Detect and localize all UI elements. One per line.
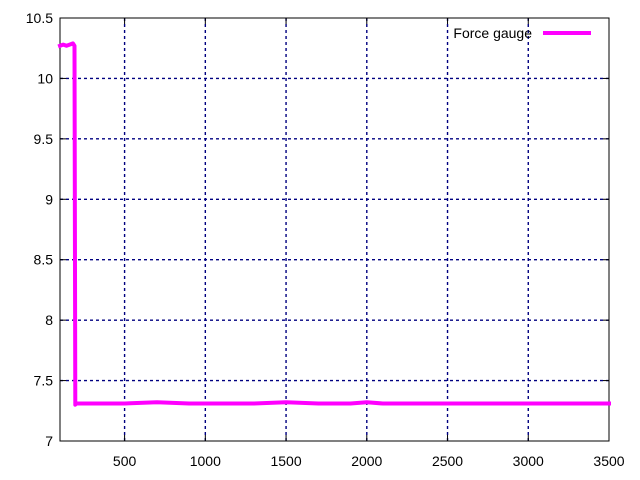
y-tick-label: 10.5 (26, 10, 53, 26)
grid (60, 18, 609, 441)
x-tick-label: 3500 (593, 453, 624, 469)
series-layer (57, 41, 611, 407)
y-tick-label: 8.5 (34, 252, 54, 268)
legend: Force gauge (453, 25, 591, 41)
tick-labels: 500 1000 1500 2000 2500 3000 3500 7 7.5 8 8.5 9 9.5 1… (26, 10, 625, 469)
plot-frame (59, 17, 610, 442)
y-tick-label: 10 (37, 70, 53, 86)
x-tick-label: 2500 (432, 453, 463, 469)
y-tick-label: 7.5 (34, 373, 54, 389)
y-tick-label: 9 (45, 191, 53, 207)
legend-label-force-gauge: Force gauge (453, 25, 532, 41)
y-tick-label: 8 (45, 312, 53, 328)
x-tick-label: 3000 (513, 453, 544, 469)
x-tick-label: 1000 (190, 453, 221, 469)
x-tick-label: 2000 (351, 453, 382, 469)
axis-ticks (60, 17, 610, 442)
y-tick-label: 9.5 (34, 131, 54, 147)
x-tick-label: 500 (113, 453, 137, 469)
x-tick-label: 1500 (270, 453, 301, 469)
y-tick-label: 7 (45, 433, 53, 449)
series-line-force-gauge (57, 41, 611, 407)
